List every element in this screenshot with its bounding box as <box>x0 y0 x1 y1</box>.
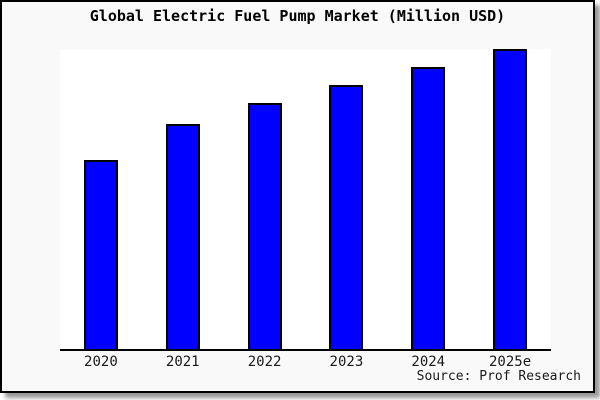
x-tick-label-2023: 2023 <box>329 354 364 370</box>
bar-2023 <box>329 85 364 349</box>
x-tick-label-2024: 2024 <box>411 354 446 370</box>
x-tick-label-2020: 2020 <box>84 354 118 370</box>
x-tick-label-2022: 2022 <box>247 354 282 370</box>
bar-2022 <box>247 103 282 349</box>
bar-2025e <box>493 49 528 349</box>
bar-2021 <box>165 124 200 349</box>
bar-2020 <box>83 160 118 349</box>
plot-area <box>60 49 551 351</box>
bar-2024 <box>411 67 446 349</box>
x-tick-label-2021: 2021 <box>165 354 200 370</box>
chart-title: Global Electric Fuel Pump Market (Millio… <box>89 7 506 25</box>
x-tick-label-2025e: 2025e <box>489 354 532 370</box>
chart-card: Global Electric Fuel Pump Market (Millio… <box>0 0 595 393</box>
x-axis-labels: 2020 2021 2022 2023 2024 2025e <box>60 354 551 372</box>
source-note: Source: Prof Research <box>416 369 581 384</box>
